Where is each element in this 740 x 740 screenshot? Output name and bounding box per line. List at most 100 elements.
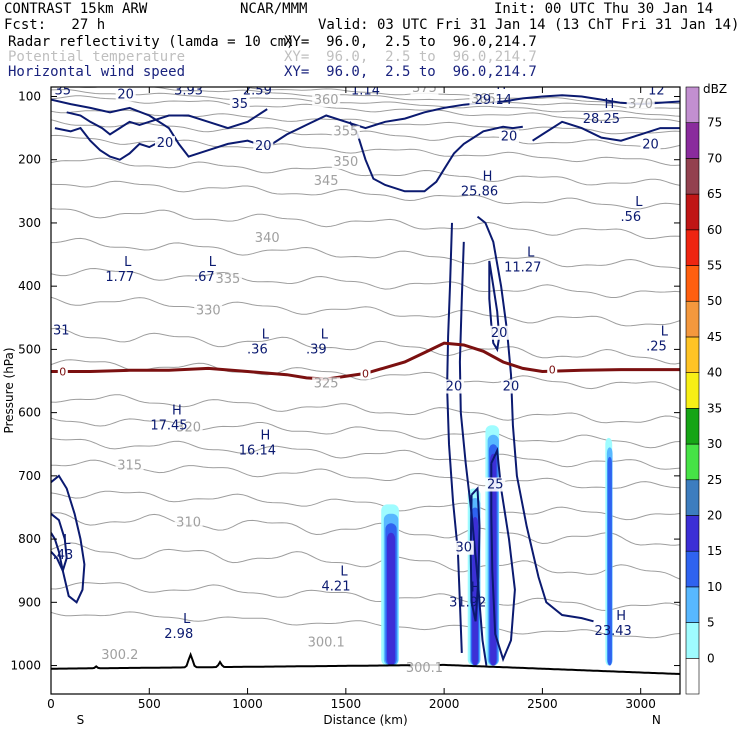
theta-label: 365 bbox=[471, 92, 496, 107]
freezing-level-label: 0 bbox=[59, 366, 66, 379]
colorbar-box bbox=[685, 86, 700, 124]
theta-label: 340 bbox=[255, 231, 280, 246]
wind-contour bbox=[446, 222, 463, 653]
theta-isentrope bbox=[51, 394, 680, 424]
y-tick-label: 300 bbox=[18, 216, 41, 230]
theta-label-bg bbox=[410, 87, 439, 96]
wind-contour bbox=[532, 120, 680, 142]
wind-extremum-value: 29.14 bbox=[475, 93, 512, 108]
wind-label-bg bbox=[489, 325, 510, 340]
wind-contour bbox=[51, 513, 68, 574]
colorbar-label: 65 bbox=[707, 187, 722, 201]
left-edge-label: 31 bbox=[53, 323, 70, 338]
theta-label-bg bbox=[253, 231, 282, 245]
wind-extremum-marker: H bbox=[616, 609, 626, 624]
colorbar-label: 0 bbox=[707, 651, 715, 665]
colorbar-label: 40 bbox=[707, 366, 722, 380]
wind-extremum-value: 2.59 bbox=[243, 83, 272, 98]
y-axis-label: Pressure (hPa) bbox=[2, 347, 16, 433]
wind-extremum-marker: L bbox=[661, 324, 669, 339]
wind-extremum-marker: L bbox=[262, 328, 270, 343]
theta-isentrope bbox=[51, 459, 680, 489]
wind-extremum-marker: L bbox=[340, 565, 348, 580]
theta-label: 375 bbox=[412, 81, 437, 96]
wind-extremum-value: 28.25 bbox=[583, 112, 620, 127]
y-tick-label: 900 bbox=[18, 595, 41, 609]
wind-label-bg bbox=[498, 129, 519, 144]
theta-label: 360 bbox=[314, 93, 339, 108]
colorbar-box bbox=[685, 586, 700, 623]
wind-contour bbox=[348, 121, 523, 193]
wind-label-bg bbox=[485, 477, 506, 492]
wind-label-bg bbox=[453, 540, 474, 555]
theta-label-bg bbox=[194, 304, 223, 318]
theta-isentrope bbox=[51, 237, 680, 270]
wind-extremum-marker: H bbox=[471, 580, 481, 595]
wind-contour bbox=[458, 241, 488, 666]
theta-isentrope bbox=[51, 208, 680, 240]
freezing-level-line bbox=[51, 341, 680, 381]
theta-isentrope bbox=[51, 89, 680, 117]
theta-label-bg bbox=[331, 125, 360, 139]
colorbar-label: 25 bbox=[707, 473, 722, 487]
wind-extremum-marker: L bbox=[370, 68, 378, 83]
wind-contour bbox=[51, 474, 86, 604]
reflectivity-cell bbox=[607, 456, 612, 666]
theta-label: 320 bbox=[176, 421, 201, 436]
wind-label-bg bbox=[443, 379, 464, 394]
theta-label: 325 bbox=[314, 376, 339, 391]
colorbar-label: 55 bbox=[707, 259, 722, 273]
colorbar-label: 10 bbox=[707, 580, 722, 594]
theta-isentrope bbox=[51, 438, 680, 470]
x-axis-label: Distance (km) bbox=[323, 713, 407, 727]
plot-area: 0 0 0 375 370 365 360 355 350 345 340 335 330 325 320 3… bbox=[51, 68, 680, 676]
org-label: NCAR/MMM bbox=[240, 1, 308, 17]
field1-xy: XY= 96.0, 2.5 to 96.0,214.7 bbox=[284, 34, 537, 50]
freezing-label-bg bbox=[547, 363, 558, 376]
theta-label-bg bbox=[469, 92, 498, 106]
colorbar-label: 45 bbox=[707, 330, 722, 344]
terrain-line bbox=[51, 651, 680, 675]
x-tick-label: 1500 bbox=[331, 697, 362, 711]
wind-label-bg bbox=[115, 87, 136, 102]
wind-contour-label: 20 bbox=[503, 380, 520, 395]
colorbar-box bbox=[685, 622, 700, 659]
wind-label-bg bbox=[640, 137, 661, 152]
plot-border bbox=[50, 86, 681, 695]
colorbar-label: 15 bbox=[707, 544, 722, 558]
colorbar-box bbox=[685, 408, 700, 445]
wind-extremum-marker: L bbox=[183, 612, 191, 627]
wind-extremum-value: 4.21 bbox=[322, 580, 351, 595]
theta-label: 300.1 bbox=[308, 636, 345, 651]
wind-contour-label: 20 bbox=[446, 380, 463, 395]
wind-label-bg bbox=[253, 139, 274, 154]
wind-extremum-marker: L bbox=[193, 68, 201, 83]
colorbar-label: 75 bbox=[707, 116, 722, 130]
colorbar-box bbox=[685, 265, 700, 302]
colorbar-label: 60 bbox=[707, 223, 722, 237]
colorbar-box bbox=[685, 657, 700, 695]
theta-isentrope bbox=[51, 327, 680, 365]
colorbar-box bbox=[685, 372, 700, 409]
wind-extremum-marker: L bbox=[527, 245, 535, 260]
valid-time: Valid: 03 UTC Fri 31 Jan 14 (13 ChT Fri … bbox=[318, 17, 740, 33]
wind-label-bg bbox=[229, 96, 250, 111]
axes: 1002003004005006007008009001000Pressure … bbox=[2, 87, 680, 727]
theta-label-bg bbox=[312, 636, 341, 650]
theta-label-bg bbox=[174, 516, 203, 530]
y-tick-label: 800 bbox=[18, 532, 41, 546]
theta-isentrope bbox=[51, 512, 680, 546]
wind-contour bbox=[490, 446, 516, 663]
theta-label: 335 bbox=[215, 272, 240, 287]
colorbar-label: 50 bbox=[707, 294, 722, 308]
x-tick-label: 3000 bbox=[625, 697, 656, 711]
theta-isentrope bbox=[51, 359, 680, 391]
wind-extremum-marker: H bbox=[172, 403, 182, 418]
wind-extremum-value: 35 bbox=[55, 83, 72, 98]
theta-isentrope bbox=[51, 95, 680, 123]
wind-extremum-marker: L bbox=[321, 328, 329, 343]
x-end-label-north: N bbox=[652, 713, 661, 727]
theta-isentrope bbox=[51, 542, 680, 580]
wind-contour bbox=[66, 108, 268, 136]
colorbar-box bbox=[685, 193, 700, 231]
